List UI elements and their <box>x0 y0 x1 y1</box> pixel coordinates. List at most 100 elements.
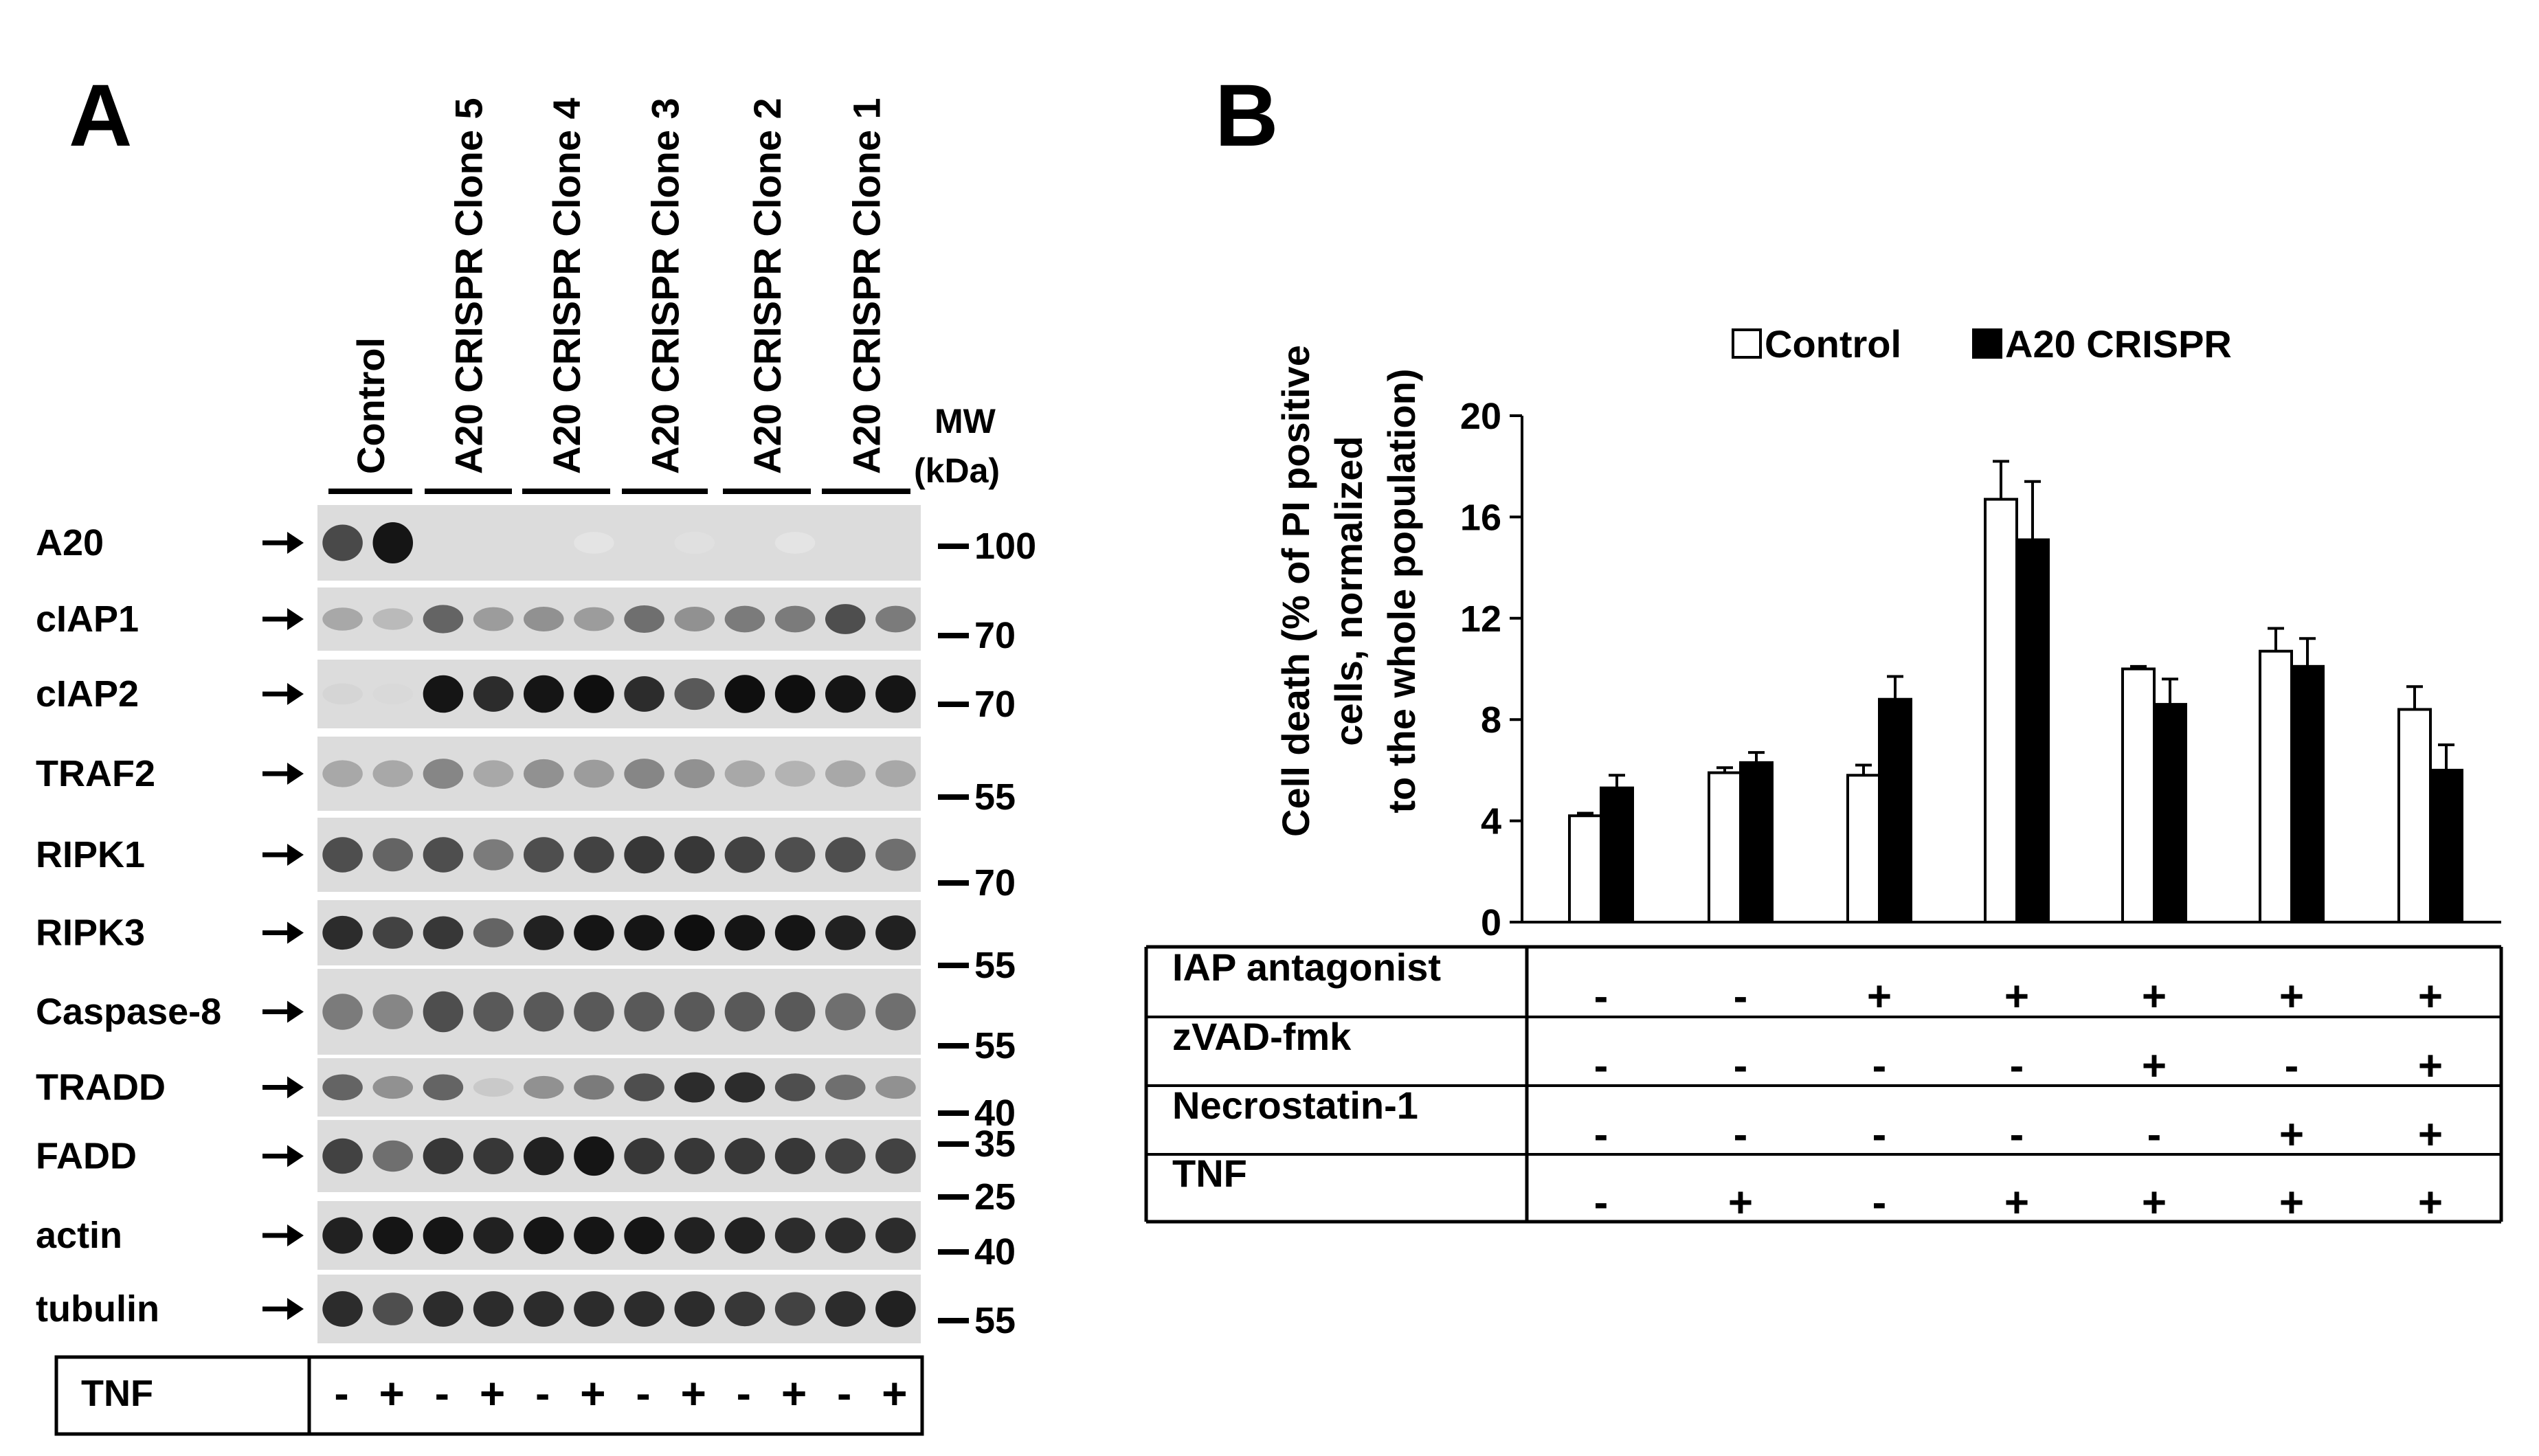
mw-value: 35 <box>974 1123 1016 1165</box>
bar-control <box>2121 667 2156 923</box>
tnf-sign-a: - <box>334 1369 348 1418</box>
condition-sign: - <box>2010 1042 2024 1090</box>
tnf-sign-a: - <box>737 1369 751 1418</box>
arrow-icon <box>287 683 304 705</box>
condition-sign: - <box>1872 1042 1887 1090</box>
blot-band <box>574 759 614 788</box>
blot-band <box>774 915 816 951</box>
condition-sign: + <box>2142 1179 2167 1227</box>
lane-label: A20 CRISPR Clone 2 <box>746 98 789 474</box>
condition-sign: - <box>1872 1179 1887 1227</box>
y-label-line3: to the whole population) <box>1380 368 1423 813</box>
blot-band <box>523 759 564 789</box>
arrow-icon <box>287 1000 304 1023</box>
blot-band <box>423 837 464 873</box>
tnf-label-a: TNF <box>81 1373 153 1414</box>
blot-band <box>574 532 614 554</box>
condition-label: TNF <box>1172 1152 1247 1195</box>
tnf-sign-a: + <box>680 1369 706 1418</box>
blot-strip <box>317 969 921 1055</box>
blot-band <box>624 759 664 789</box>
bar-a20-crispr <box>1739 761 1774 923</box>
blot-band <box>372 683 414 705</box>
blot-band <box>423 991 464 1033</box>
blot-band <box>624 1216 664 1255</box>
condition-sign: - <box>1594 1042 1609 1090</box>
lane-labels: Control A20 CRISPR Clone 5 A20 CRISPR Clon… <box>328 98 910 494</box>
blot-band <box>774 1218 816 1253</box>
panel-a-letter: A <box>69 67 132 165</box>
condition-label: zVAD-fmk <box>1172 1015 1352 1058</box>
blot-strip <box>317 505 921 581</box>
arrow-icon <box>287 921 304 944</box>
condition-sign: - <box>2147 1111 2162 1158</box>
condition-sign: + <box>1728 1179 1753 1227</box>
blot-band <box>624 836 664 874</box>
blot-band <box>473 1291 514 1327</box>
tnf-sign-a: - <box>435 1369 449 1418</box>
protein-label: RIPK3 <box>36 912 145 954</box>
bar-a20-crispr <box>1878 697 1912 923</box>
legend: Control A20 CRISPR <box>1732 322 2232 366</box>
blot-band <box>774 837 816 873</box>
blot-band <box>774 761 816 787</box>
blot-band <box>624 992 664 1032</box>
condition-sign: - <box>1734 1042 1748 1090</box>
panel-b-letter: B <box>1215 67 1278 165</box>
mw-value: 55 <box>974 945 1016 986</box>
protein-label: tubulin <box>36 1288 159 1330</box>
blot-band <box>322 915 363 950</box>
condition-sign: - <box>1594 1111 1609 1158</box>
blot-strip <box>317 1201 921 1270</box>
blot-band <box>523 1136 564 1176</box>
blot-band <box>574 675 614 713</box>
conditions-table: IAP antagonist - - + + + + + zVAD-fmk - - - - + - + Necr… <box>1144 945 2503 1227</box>
y-label-line1: Cell death (% of PI positive <box>1274 345 1317 837</box>
blot-band <box>574 915 614 951</box>
mw-value: 55 <box>974 1300 1016 1341</box>
blot-strip <box>317 818 921 892</box>
blot-band <box>724 1291 765 1327</box>
blot-band <box>473 676 514 712</box>
blot-band <box>574 607 614 631</box>
mw-value: 25 <box>974 1176 1016 1218</box>
tnf-sign-a: - <box>837 1369 851 1418</box>
condition-sign: + <box>2418 1179 2443 1227</box>
blot-band <box>473 607 514 631</box>
blot-band <box>523 915 564 950</box>
arrow-icon <box>287 1145 304 1167</box>
bar-a20-crispr <box>2290 664 2325 923</box>
tnf-table-a-border <box>54 1355 924 1436</box>
lane-label: A20 CRISPR Clone 4 <box>545 98 588 474</box>
blot-band <box>372 760 414 787</box>
blot-strip <box>317 737 921 811</box>
blot-band <box>372 608 414 630</box>
condition-label: Necrostatin-1 <box>1172 1084 1418 1127</box>
blot-band <box>724 1072 765 1103</box>
bar-a20-crispr <box>2015 538 2050 923</box>
legend-swatch-a20 <box>1972 328 2002 359</box>
bar-control <box>2397 708 2432 923</box>
blot-band <box>674 531 715 555</box>
y-axis-label: Cell death (% of PI positive cells, norm… <box>1274 345 1423 837</box>
blot-band <box>322 760 363 787</box>
blot-band <box>624 605 664 633</box>
mw-value: 55 <box>974 776 1016 818</box>
arrow-icon <box>287 608 304 630</box>
y-tick-label: 4 <box>1481 801 1501 842</box>
blot-band <box>523 1075 564 1099</box>
blot-strip <box>317 1275 921 1343</box>
blot-band <box>674 1138 715 1174</box>
blot-band <box>724 1138 765 1174</box>
bar-a20-crispr <box>1600 786 1634 923</box>
blot-band <box>322 1138 363 1174</box>
protein-label: FADD <box>36 1136 137 1177</box>
blot-band <box>322 994 363 1030</box>
protein-label: actin <box>36 1215 122 1256</box>
blot-band <box>423 1074 464 1101</box>
blot-band <box>473 1077 514 1097</box>
blot-band <box>674 606 715 632</box>
blot-band <box>624 1138 664 1174</box>
blot-band <box>774 605 816 633</box>
condition-sign: - <box>1734 973 1748 1020</box>
